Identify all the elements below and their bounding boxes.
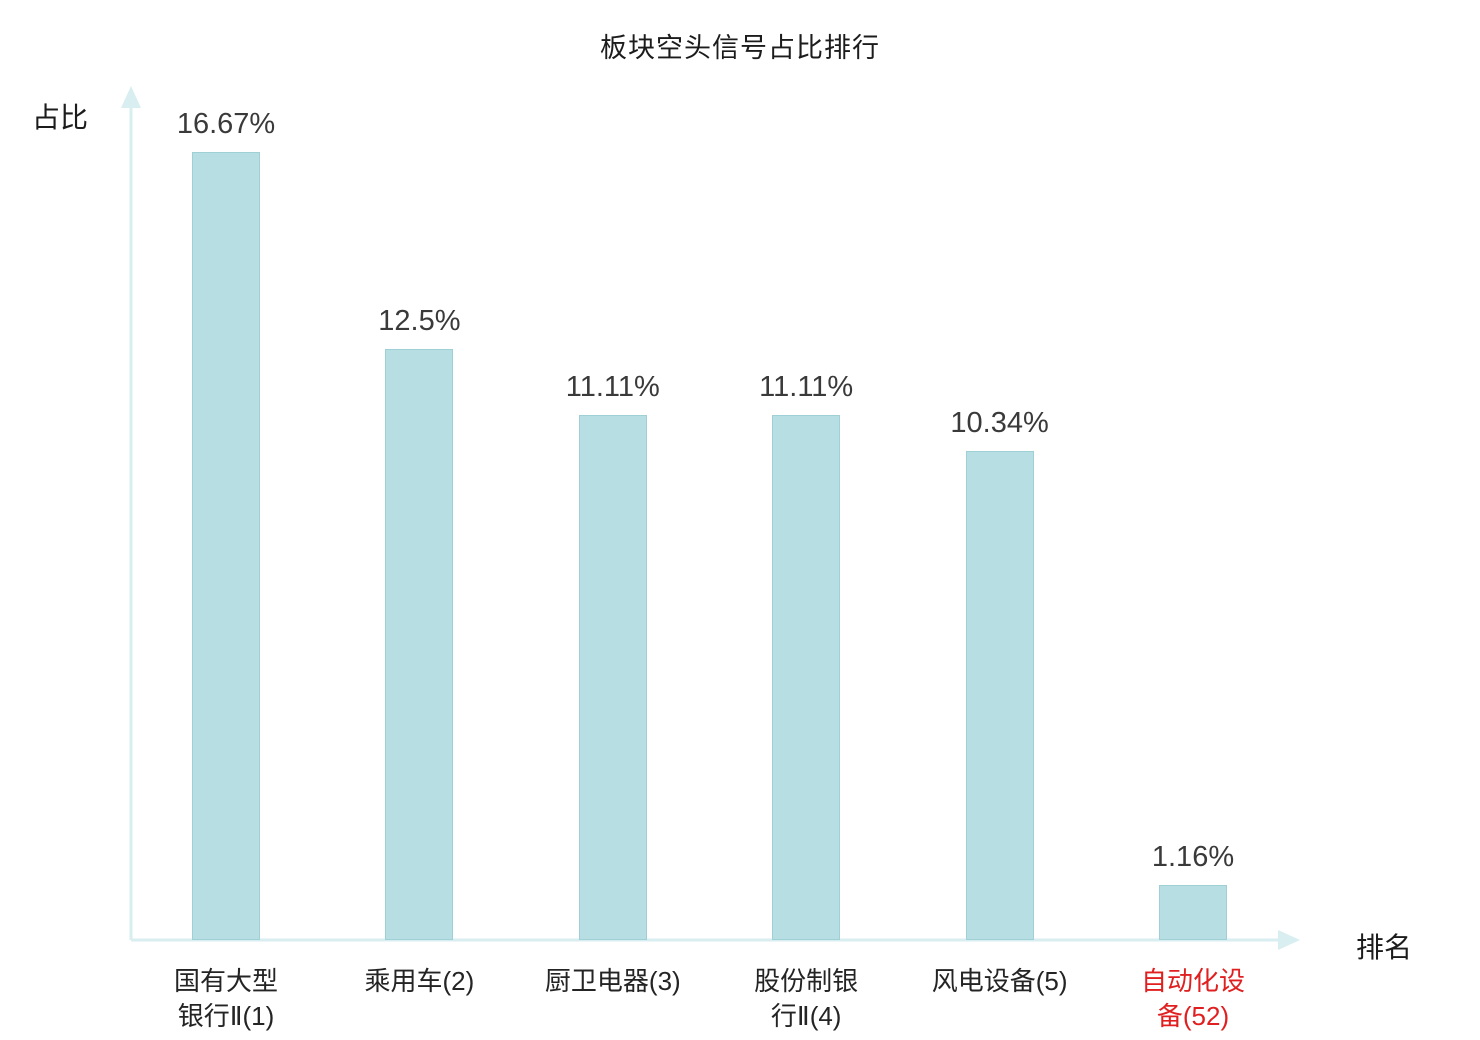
bar-category-label: 股份制银 行Ⅱ(4) <box>754 966 859 1032</box>
bar-value-label: 1.16% <box>1151 841 1235 873</box>
bar-category-label: 乘用车(2) <box>364 966 475 996</box>
bar-value-label: 11.11% <box>759 371 854 403</box>
y-axis-label: 占比 <box>32 102 89 133</box>
x-axis-label: 排名 <box>1356 932 1413 963</box>
bar-category-label: 风电设备(5) <box>931 966 1068 996</box>
x-axis-arrow-icon <box>1278 930 1300 950</box>
y-axis-arrow-icon <box>121 86 141 108</box>
bar-value-label: 16.67% <box>176 108 276 140</box>
bar-category-label: 厨卫电器(3) <box>544 966 681 996</box>
bar-value-label: 10.34% <box>950 407 1049 439</box>
bar <box>578 415 647 940</box>
bar <box>772 415 841 940</box>
bar <box>385 349 454 940</box>
bar <box>192 152 260 940</box>
bar-category-label: 国有大型 银行Ⅱ(1) <box>173 966 278 1032</box>
bar-value-label: 12.5% <box>378 305 461 337</box>
bar-value-label: 11.11% <box>565 371 660 403</box>
chart-title: 板块空头信号占比排行 <box>600 33 880 63</box>
bar <box>965 451 1034 940</box>
bar <box>1159 885 1227 940</box>
bar-category-label: 自动化设 备(52) <box>1140 966 1245 1032</box>
